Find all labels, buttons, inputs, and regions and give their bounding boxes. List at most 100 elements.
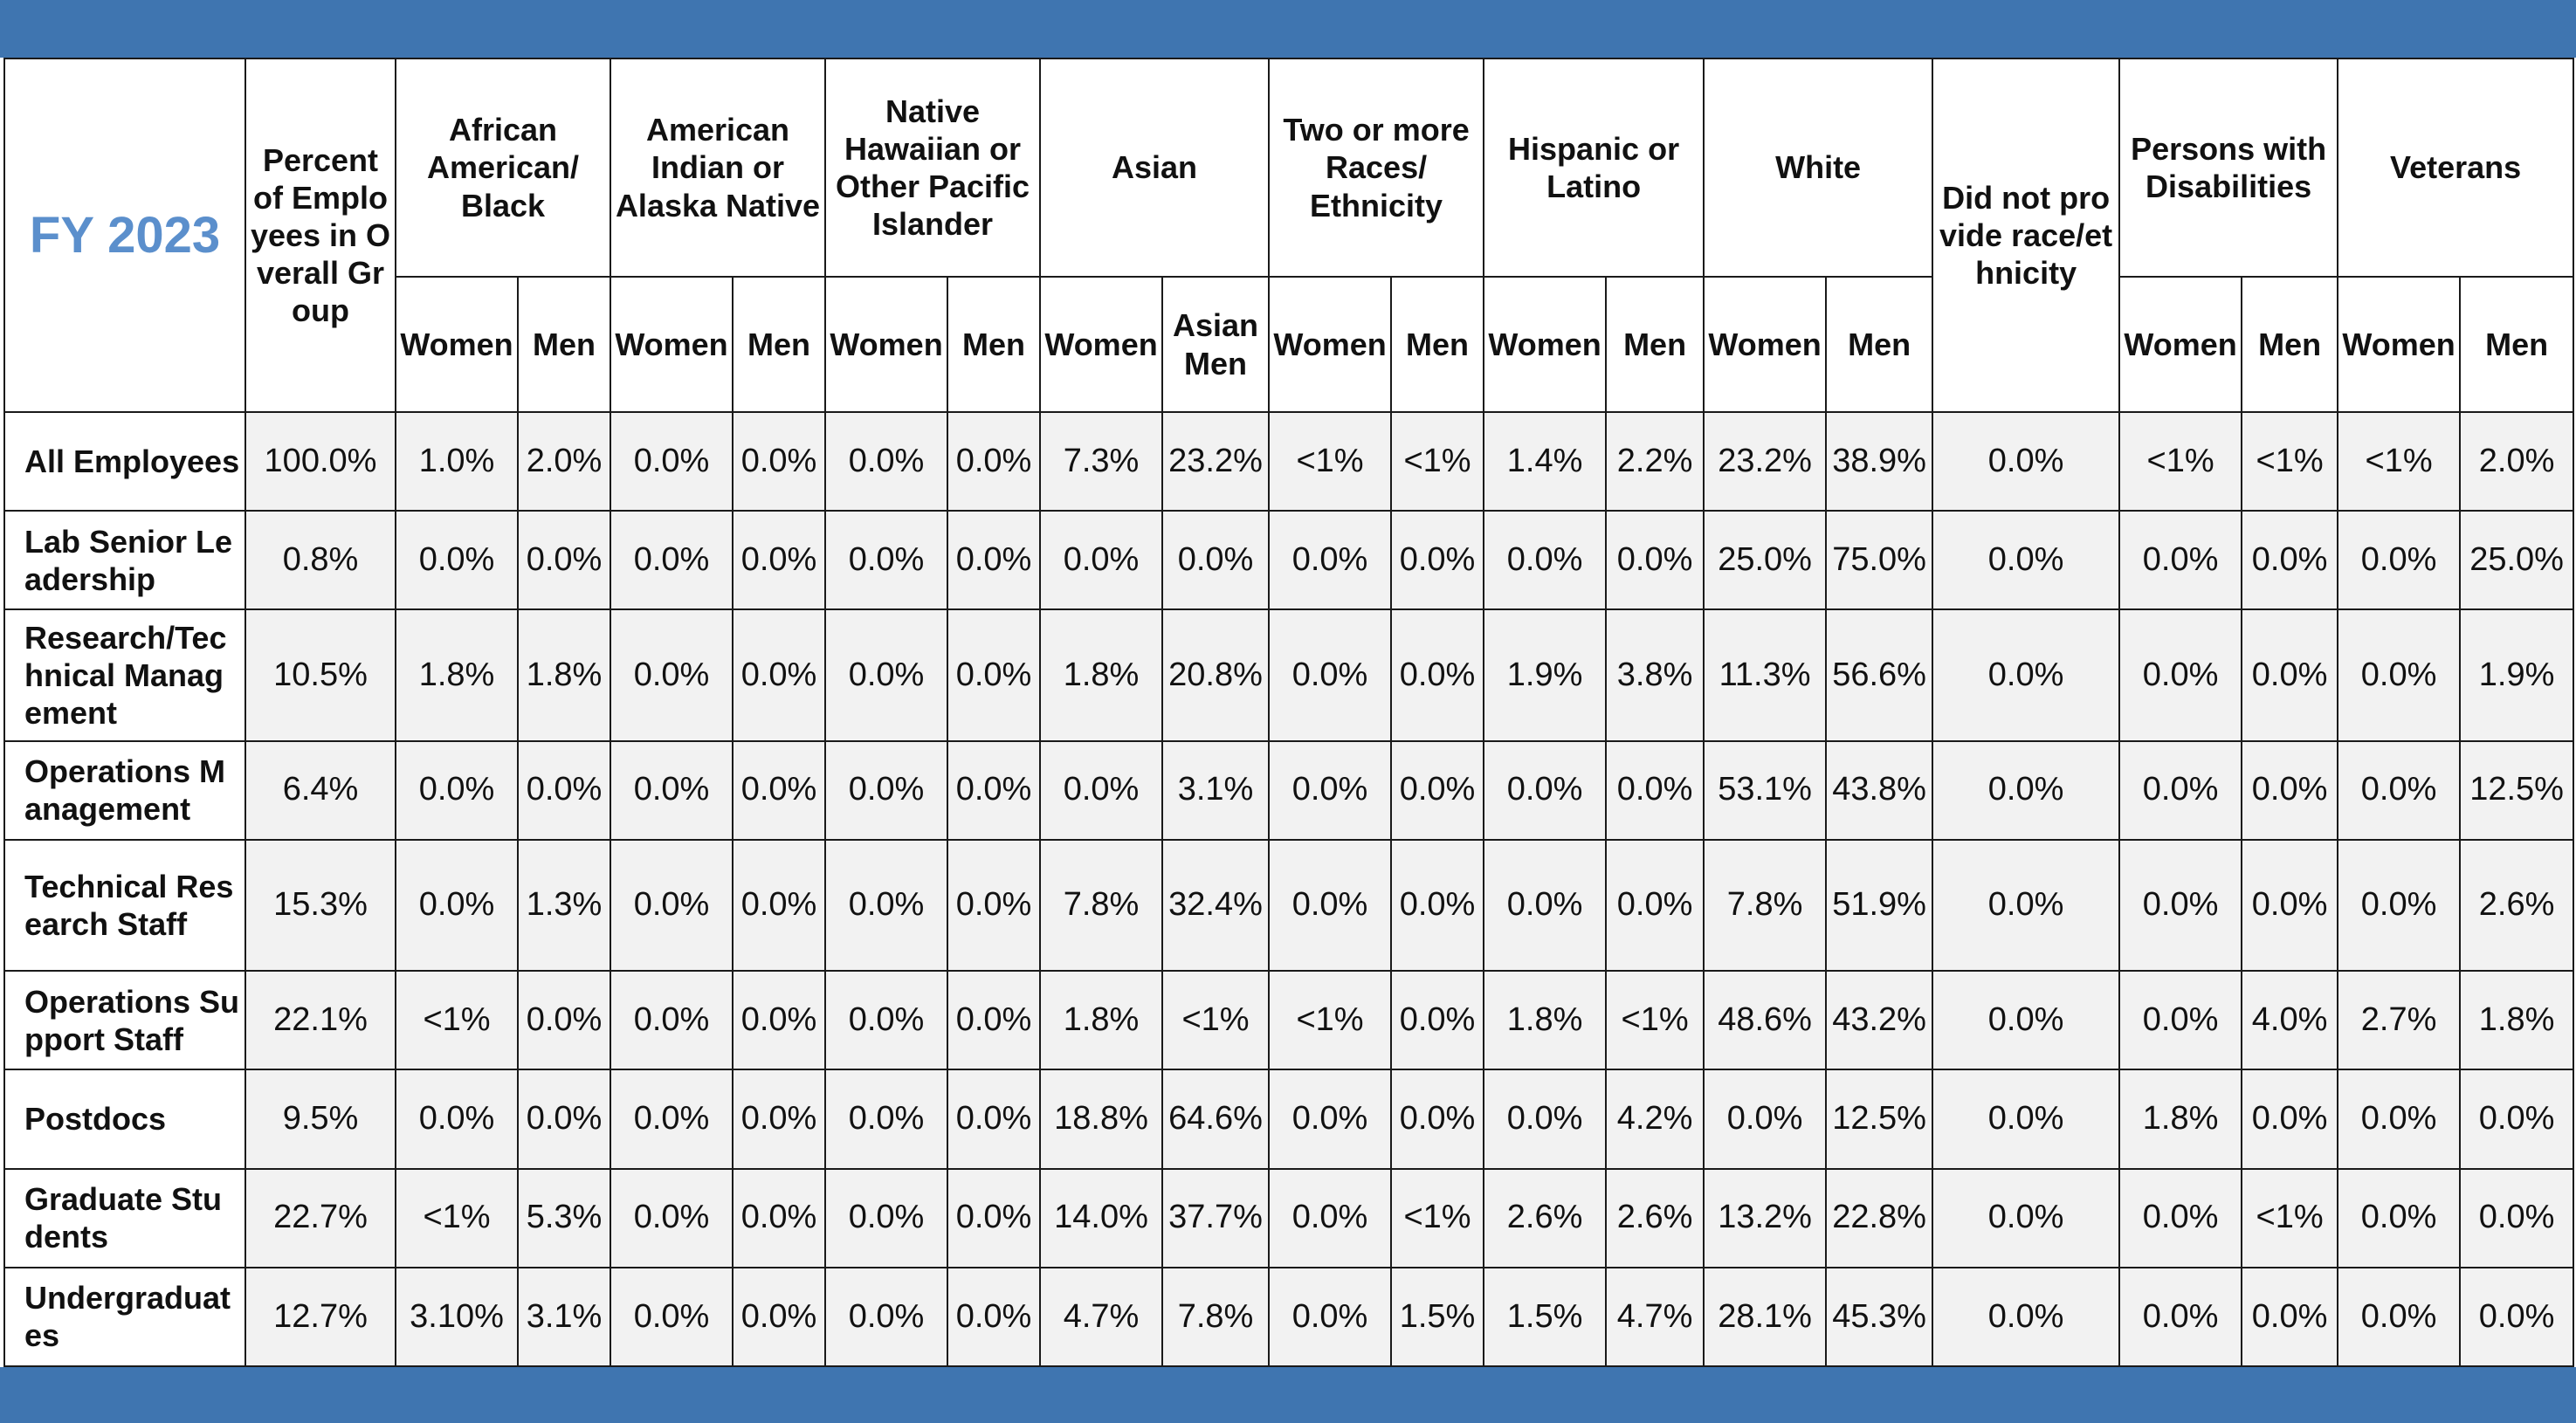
- table-cell: 6.4%: [245, 739, 396, 841]
- table-cell: 1.9%: [2459, 608, 2575, 742]
- table-cell: 0.0%: [731, 739, 827, 841]
- table-cell: 0.0%: [2459, 1266, 2575, 1368]
- table-cell: 0.0%: [1483, 510, 1608, 611]
- table-cell: 2.6%: [1483, 1167, 1608, 1268]
- subheader-men: Men: [947, 276, 1042, 413]
- table-cell: 1.5%: [1390, 1266, 1485, 1368]
- table-cell: 0.0%: [1268, 1069, 1393, 1170]
- row-label: Graduate Students: [3, 1167, 246, 1268]
- table-cell: 1.8%: [1039, 608, 1164, 742]
- fiscal-year-title: FY 2023: [3, 58, 246, 413]
- table-cell: 64.6%: [1161, 1069, 1271, 1170]
- table-cell: 0.0%: [2459, 1069, 2575, 1170]
- demographics-table: FY 2023 Percent of Employees in Overall …: [3, 58, 2575, 1368]
- subheader-men: Men: [731, 276, 827, 413]
- table-cell: 0.0%: [2241, 838, 2339, 973]
- table-cell: 22.7%: [245, 1167, 396, 1268]
- table-cell: 0.0%: [2337, 739, 2462, 841]
- table-cell: 0.0%: [1268, 608, 1393, 742]
- subheader-men: Men: [1825, 276, 1934, 413]
- table-cell: 0.0%: [824, 1266, 949, 1368]
- table-cell: 0.0%: [731, 970, 827, 1071]
- subheader-women: Women: [2337, 276, 2462, 413]
- table-cell: 51.9%: [1825, 838, 1934, 973]
- table-cell: 13.2%: [1703, 1167, 1828, 1268]
- table-cell: 0.0%: [2241, 1266, 2339, 1368]
- table-cell: 0.0%: [2118, 739, 2243, 841]
- table-cell: 0.0%: [610, 510, 734, 611]
- table-cell: <1%: [2241, 1167, 2339, 1268]
- table-cell: 0.0%: [1932, 838, 2121, 973]
- table-cell: 5.3%: [517, 1167, 611, 1268]
- table-cell: 4.2%: [1605, 1069, 1705, 1170]
- table-cell: 0.0%: [824, 1069, 949, 1170]
- table-cell: 2.6%: [2459, 838, 2575, 973]
- table-cell: 0.0%: [2118, 1266, 2243, 1368]
- group-header-two-or-more: Two or more Races/ Ethnicity: [1268, 58, 1485, 278]
- table-cell: 18.8%: [1039, 1069, 1164, 1170]
- table-row: Technical Research Staff 15.3% 0.0% 1.3% 0.0…: [3, 838, 2575, 973]
- top-banner: [0, 0, 2576, 58]
- table-cell: 14.0%: [1039, 1167, 1164, 1268]
- table-cell: 53.1%: [1703, 739, 1828, 841]
- table-cell: 0.0%: [824, 510, 949, 611]
- table-cell: 0.0%: [824, 410, 949, 512]
- table-row: Graduate Students 22.7% <1% 5.3% 0.0% 0.0% 0.0…: [3, 1167, 2575, 1268]
- table-body: All Employees 100.0% 1.0% 2.0% 0.0% 0.0% 0.0% 0…: [3, 410, 2575, 1368]
- table-cell: 0.0%: [1483, 739, 1608, 841]
- subheader-men: Men: [1605, 276, 1705, 413]
- table-cell: 0.0%: [2337, 510, 2462, 611]
- table-cell: 0.0%: [1932, 1266, 2121, 1368]
- table-cell: 7.8%: [1039, 838, 1164, 973]
- group-header-veterans: Veterans: [2337, 58, 2575, 278]
- table-cell: 12.5%: [1825, 1069, 1934, 1170]
- table-cell: 0.0%: [1161, 510, 1271, 611]
- table-cell: 0.0%: [1932, 1069, 2121, 1170]
- table-cell: 0.0%: [1268, 1266, 1393, 1368]
- table-cell: <1%: [1390, 410, 1485, 512]
- table-cell: 0.0%: [1039, 510, 1164, 611]
- table-cell: 0.0%: [947, 510, 1042, 611]
- table-cell: 0.0%: [1390, 970, 1485, 1071]
- table-cell: 45.3%: [1825, 1266, 1934, 1368]
- table-cell: 1.8%: [1483, 970, 1608, 1071]
- subheader-men: Men: [2241, 276, 2339, 413]
- subheader-men: Men: [1390, 276, 1485, 413]
- table-cell: 0.0%: [947, 410, 1042, 512]
- table-cell: 0.0%: [731, 1167, 827, 1268]
- table-cell: 0.0%: [610, 739, 734, 841]
- table-cell: 0.0%: [1268, 739, 1393, 841]
- table-cell: 0.0%: [1268, 1167, 1393, 1268]
- table-cell: 0.0%: [2337, 1069, 2462, 1170]
- table-cell: 0.0%: [1390, 1069, 1485, 1170]
- table-cell: 0.0%: [1605, 838, 1705, 973]
- table-cell: 0.0%: [2118, 838, 2243, 973]
- table-cell: 0.0%: [610, 1266, 734, 1368]
- table-cell: 0.0%: [731, 410, 827, 512]
- table-cell: 12.5%: [2459, 739, 2575, 841]
- table-cell: 0.0%: [1268, 510, 1393, 611]
- group-header-native-hawaiian: Native Hawaiian or Other Pacific Islande…: [824, 58, 1042, 278]
- table-cell: 75.0%: [1825, 510, 1934, 611]
- bottom-banner: [0, 1367, 2576, 1423]
- table-cell: 1.8%: [395, 608, 519, 742]
- table-cell: 0.0%: [1703, 1069, 1828, 1170]
- subheader-women: Women: [824, 276, 949, 413]
- table-cell: <1%: [1390, 1167, 1485, 1268]
- table-cell: 0.0%: [1605, 739, 1705, 841]
- table-cell: 0.0%: [517, 510, 611, 611]
- table-cell: 0.0%: [1932, 410, 2121, 512]
- table-cell: 0.0%: [610, 608, 734, 742]
- group-header-asian: Asian: [1039, 58, 1271, 278]
- table-row: Lab Senior Leadership 0.8% 0.0% 0.0% 0.0% 0.0…: [3, 510, 2575, 611]
- table-cell: 38.9%: [1825, 410, 1934, 512]
- table-cell: 0.0%: [1932, 1167, 2121, 1268]
- table-cell: 7.8%: [1703, 838, 1828, 973]
- table-cell: 0.0%: [395, 739, 519, 841]
- table-cell: 0.0%: [2459, 1167, 2575, 1268]
- table-cell: 0.0%: [731, 1069, 827, 1170]
- table-cell: 0.0%: [947, 838, 1042, 973]
- table-cell: 0.0%: [610, 1069, 734, 1170]
- table-cell: <1%: [1268, 970, 1393, 1071]
- table-cell: 0.0%: [947, 739, 1042, 841]
